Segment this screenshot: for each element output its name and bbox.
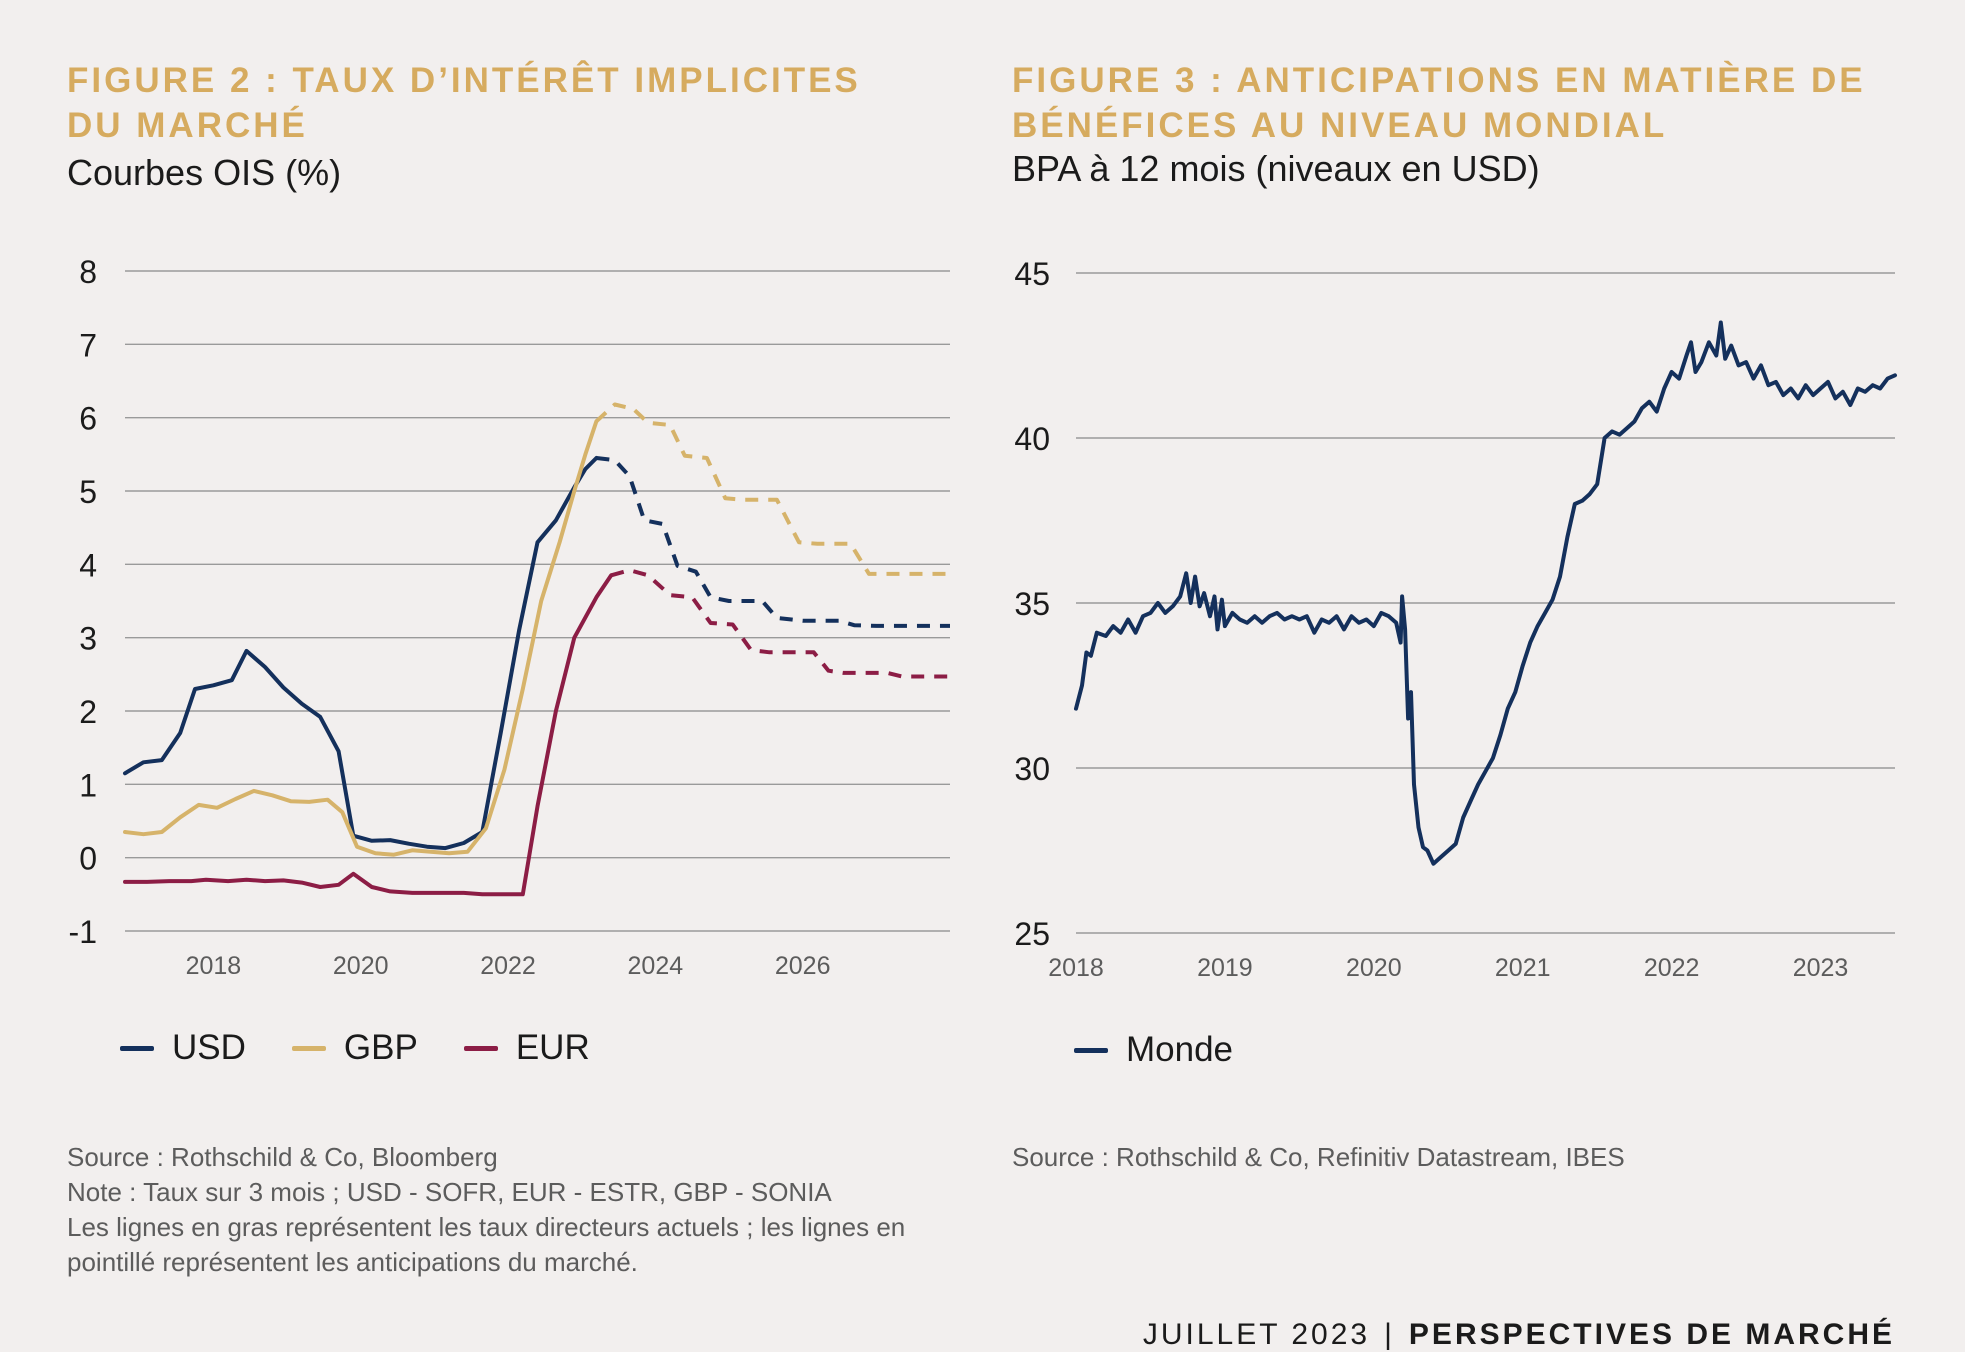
legend-item-eur: EUR [463, 1028, 590, 1068]
figure-2-note: Note : Taux sur 3 mois ; USD - SOFR, EUR… [67, 1177, 832, 1207]
y-tick-label: 4 [79, 547, 97, 583]
x-tick-label: 2020 [1346, 954, 1402, 982]
y-tick-label: 3 [79, 621, 97, 657]
figure-3-notes: Source : Rothschild & Co, Refinitiv Data… [1012, 1140, 1625, 1175]
y-tick-label: 5 [79, 474, 97, 510]
series-line-monde [1074, 320, 1897, 866]
y-tick-label: 2 [79, 694, 97, 730]
figure-2-chart: 8 7 6 5 4 3 2 1 0 -1 2018 2020 2022 2024 2026 [69, 254, 950, 980]
legend-swatch-gbp [291, 1045, 326, 1051]
legend-label-monde: Monde [1126, 1030, 1234, 1069]
figure-3-panel: FIGURE 3 : ANTICIPATIONS EN MATIÈRE DE B… [982, 0, 1965, 1335]
series-line-eur-anticipations [610, 568, 950, 679]
figure-2-subtitle: Courbes OIS (%) [67, 152, 342, 193]
x-tick-label: 2022 [1644, 954, 1700, 982]
x-tick-label: 2020 [333, 952, 389, 980]
figure-3-source: Source : Rothschild & Co, Refinitiv Data… [1012, 1142, 1625, 1172]
page-footer: JUILLET 2023 | PERSPECTIVES DE MARCHÉ [1143, 1318, 1895, 1352]
figure-2-panel: FIGURE 2 : TAUX D’INTÉRÊT IMPLICITES DU … [0, 0, 982, 1335]
figure-3-subtitle: BPA à 12 mois (niveaux en USD) [1012, 148, 1540, 189]
y-tick-label: 35 [1014, 586, 1050, 622]
legend-label-gbp: GBP [343, 1028, 418, 1067]
legend-item-gbp: GBP [291, 1028, 418, 1068]
figure-2-note-line: Les lignes en gras représentent les taux… [67, 1212, 906, 1242]
figure-2-note-line: pointillé représentent les anticipations… [67, 1247, 638, 1277]
y-tick-label: 7 [79, 327, 97, 363]
x-tick-label: 2019 [1197, 954, 1253, 982]
legend-label-eur: EUR [515, 1028, 590, 1067]
y-tick-label: 6 [79, 401, 97, 437]
x-tick-label: 2018 [186, 952, 242, 980]
figure-3-title: FIGURE 3 : ANTICIPATIONS EN MATIÈRE DE B… [1012, 61, 1866, 145]
legend-item-usd: USD [120, 1028, 246, 1068]
figure-3-legend: Monde [1074, 1030, 1233, 1070]
x-tick-label: 2022 [480, 952, 536, 980]
series-line-gbp-anticipations [595, 402, 950, 576]
series-line-gbp [123, 419, 599, 857]
y-tick-label: 0 [79, 841, 97, 877]
legend-swatch-usd [120, 1045, 154, 1051]
y-tick-label: 45 [1014, 256, 1050, 292]
figure-2-legend: USD GBP EUR [120, 1028, 590, 1068]
legend-label-usd: USD [172, 1028, 246, 1067]
y-tick-label: -1 [69, 914, 97, 950]
figure-2-notes: Source : Rothschild & Co, Bloomberg Note… [67, 1140, 905, 1280]
legend-swatch-monde [1074, 1047, 1108, 1053]
y-tick-label: 1 [79, 767, 97, 803]
legend-swatch-eur [463, 1045, 498, 1051]
x-tick-label: 2023 [1793, 954, 1849, 982]
x-tick-label: 2024 [628, 952, 684, 980]
series-line-usd [123, 456, 599, 851]
y-tick-label: 8 [79, 254, 97, 290]
figure-2-title: FIGURE 2 : TAUX D’INTÉRÊT IMPLICITES DU … [67, 61, 861, 145]
y-tick-label: 25 [1014, 916, 1050, 952]
series-line-eur [123, 573, 614, 897]
series-line-usd-anticipations [596, 456, 950, 628]
legend-item-monde: Monde [1074, 1030, 1233, 1070]
x-tick-label: 2021 [1495, 954, 1551, 982]
x-tick-label: 2026 [775, 952, 831, 980]
figure-2-source: Source : Rothschild & Co, Bloomberg [67, 1142, 498, 1172]
y-tick-label: 40 [1014, 421, 1050, 457]
x-tick-label: 2018 [1048, 954, 1104, 982]
y-tick-label: 30 [1014, 751, 1050, 787]
